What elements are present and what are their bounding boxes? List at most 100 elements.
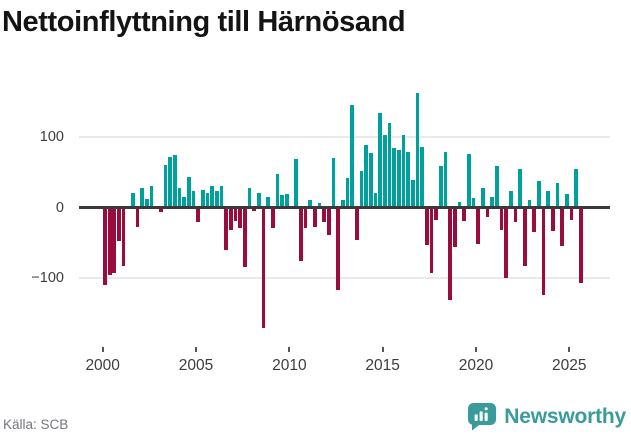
- bar-positive: [508, 191, 513, 208]
- bar-negative: [550, 207, 555, 231]
- bar-negative: [499, 207, 504, 231]
- bar-positive: [443, 152, 448, 208]
- bar-positive: [145, 199, 149, 208]
- bar-negative: [532, 207, 536, 233]
- bar-negative: [313, 207, 317, 227]
- bar-positive: [317, 202, 322, 208]
- bar-negative: [429, 207, 434, 273]
- bar-positive: [420, 147, 424, 208]
- bar-negative: [224, 207, 229, 250]
- bar-positive: [527, 200, 532, 208]
- bar-negative: [299, 207, 303, 262]
- bar-positive: [382, 135, 387, 208]
- newsworthy-logo-icon: [468, 403, 497, 431]
- x-axis-tick-label: 2005: [178, 357, 214, 374]
- bar-negative: [121, 207, 126, 266]
- bar-positive: [350, 104, 354, 208]
- bar-negative: [322, 207, 327, 223]
- bar-positive: [415, 92, 420, 208]
- bar-positive: [340, 199, 345, 208]
- bar-positive: [182, 196, 187, 208]
- bar-negative: [196, 207, 201, 222]
- newsworthy-brand: Newsworthy: [467, 402, 626, 431]
- bar-negative: [569, 207, 574, 221]
- bar-positive: [163, 165, 168, 208]
- bar-negative: [135, 207, 140, 227]
- bar-negative: [354, 207, 359, 241]
- bar-positive: [173, 155, 177, 208]
- bar-positive: [457, 201, 462, 208]
- bar-negative: [303, 207, 308, 229]
- bar-positive: [331, 157, 336, 208]
- bar-negative: [336, 207, 340, 291]
- bar-positive: [574, 169, 578, 208]
- bar-positive: [187, 177, 191, 208]
- bar-positive: [177, 188, 182, 208]
- bar-positive: [494, 166, 499, 208]
- bar-positive: [410, 179, 415, 208]
- bar-negative: [233, 207, 238, 221]
- x-axis-tick-mark: [381, 347, 384, 352]
- bar-negative: [462, 207, 466, 221]
- source-note: Källa: SCB: [3, 417, 69, 432]
- x-axis-tick-mark: [101, 347, 104, 352]
- zero-axis-line: [79, 206, 610, 209]
- bar-positive: [285, 194, 289, 208]
- bar-negative: [326, 207, 331, 236]
- bar-negative: [117, 207, 121, 242]
- bar-negative: [513, 207, 518, 222]
- bar-positive: [471, 197, 476, 208]
- x-axis-tick-mark: [288, 347, 291, 352]
- bar-positive: [266, 196, 271, 208]
- bar-negative: [107, 207, 112, 275]
- x-axis-tick-label: 2025: [552, 357, 587, 374]
- bar-negative: [434, 207, 438, 221]
- bar-positive: [247, 188, 252, 208]
- bar-negative: [103, 207, 107, 285]
- bar-positive: [466, 154, 471, 208]
- bar-negative: [112, 207, 117, 273]
- bar-negative: [560, 207, 564, 247]
- bar-positive: [364, 145, 368, 208]
- bar-negative: [452, 207, 457, 248]
- bar-negative: [541, 207, 546, 295]
- bar-positive: [257, 193, 261, 208]
- bar-negative: [252, 207, 257, 212]
- bar-positive: [294, 159, 299, 208]
- bar-positive: [149, 186, 154, 208]
- bar-negative: [424, 207, 429, 246]
- bar-positive: [536, 180, 541, 208]
- y-axis-tick-label: 100: [39, 128, 64, 145]
- x-axis-tick-mark: [195, 347, 198, 352]
- x-axis-tick-label: 2015: [365, 357, 400, 374]
- newsworthy-logo-text: Newsworthy: [504, 404, 626, 428]
- bar-negative: [485, 207, 490, 217]
- bar-negative: [504, 207, 508, 278]
- bar-negative: [448, 207, 452, 300]
- bar-positive: [392, 148, 396, 208]
- bar-negative: [243, 207, 247, 267]
- bar-negative: [578, 207, 583, 284]
- bar-positive: [280, 194, 285, 208]
- bar-negative: [522, 207, 527, 266]
- bar-positive: [438, 165, 443, 208]
- bar-positive: [564, 194, 569, 208]
- y-axis-tick-label: 0: [55, 199, 64, 216]
- bar-positive: [140, 187, 145, 208]
- chart-title: Nettoinflyttning till Härnösand: [2, 6, 406, 38]
- bar-negative: [261, 207, 266, 328]
- bar-positive: [201, 189, 205, 208]
- bar-positive: [518, 168, 522, 208]
- x-axis-tick-label: 2010: [272, 357, 307, 374]
- x-axis-tick-label: 2000: [85, 357, 120, 374]
- bar-negative: [229, 207, 233, 231]
- bar-negative: [271, 207, 275, 229]
- bar-positive: [191, 190, 196, 208]
- bar-positive: [368, 152, 373, 208]
- bar-negative: [159, 207, 163, 213]
- bar-positive: [546, 190, 550, 208]
- bar-positive: [490, 196, 494, 208]
- bar-positive: [387, 122, 392, 208]
